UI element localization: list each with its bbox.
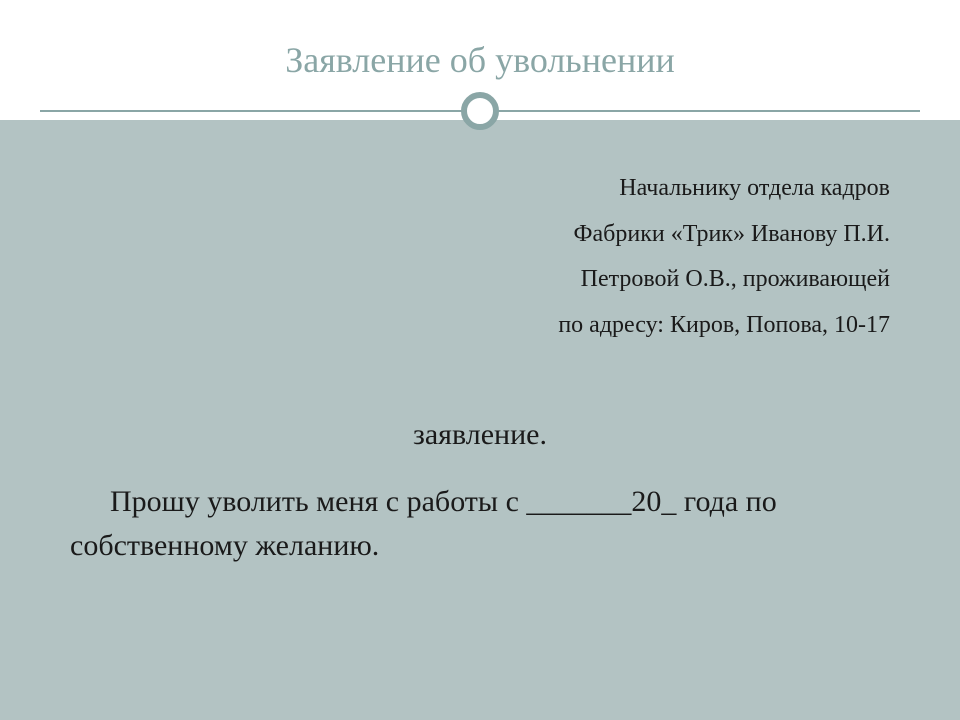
title-area: Заявление об увольнении xyxy=(0,0,960,120)
addressee-line: Фабрики «Трик» Иванову П.И. xyxy=(70,212,890,258)
addressee-block: Начальнику отдела кадров Фабрики «Трик» … xyxy=(70,166,890,348)
body-text: Прошу уволить меня с работы с _______20_… xyxy=(70,480,890,567)
subject-label: заявление. xyxy=(70,418,890,452)
addressee-line: по адресу: Киров, Попова, 10-17 xyxy=(70,303,890,349)
slide: Заявление об увольнении Начальнику отдел… xyxy=(0,0,960,720)
body-area: Начальнику отдела кадров Фабрики «Трик» … xyxy=(0,120,960,720)
page-title: Заявление об увольнении xyxy=(285,39,675,81)
addressee-line: Петровой О.В., проживающей xyxy=(70,257,890,303)
addressee-line: Начальнику отдела кадров xyxy=(70,166,890,212)
